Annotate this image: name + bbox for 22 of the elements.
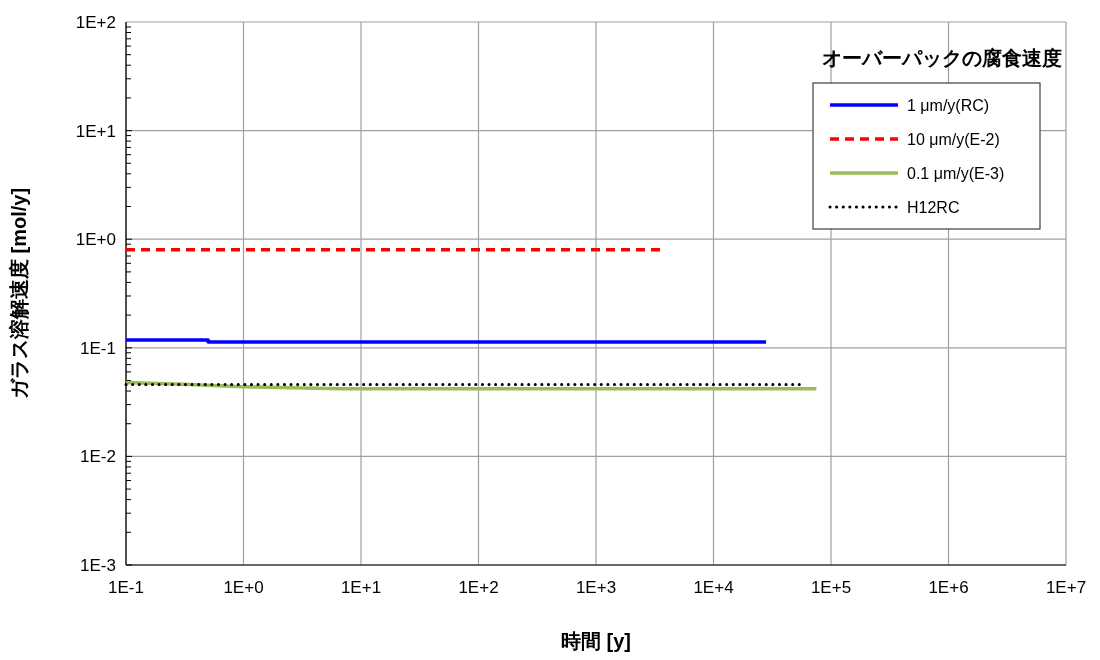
y-tick-label: 1E+2 <box>75 13 116 32</box>
legend-label: 0.1 μm/y(E-3) <box>907 165 1005 182</box>
legend-title: オーバーパックの腐食速度 <box>822 47 1062 69</box>
x-tick-label: 1E+7 <box>1045 578 1087 597</box>
y-axis-title: ガラス溶解速度 [mol/y] <box>8 187 30 400</box>
x-tick-label: 1E+1 <box>340 578 382 597</box>
y-tick-label: 1E+0 <box>75 230 116 250</box>
x-tick-label: 1E-1 <box>108 578 144 597</box>
x-tick-label: 1E+6 <box>928 578 969 597</box>
legend-label: 1 μm/y(RC) <box>907 97 990 114</box>
x-tick-label: 1E+4 <box>693 578 734 597</box>
y-tick-label: 1E-1 <box>80 338 116 358</box>
x-tick-label: 1E+0 <box>223 578 264 597</box>
x-axis-title: 時間 [y] <box>561 630 631 652</box>
x-tick-label: 1E+5 <box>810 578 852 597</box>
legend-label: 10 μm/y(E-2) <box>907 131 1000 148</box>
x-tick-label: 1E+3 <box>575 578 617 597</box>
x-tick-label: 1E+2 <box>458 578 499 597</box>
y-tick-label: 1E-3 <box>80 556 116 575</box>
y-tick-label: 1E+1 <box>75 121 116 141</box>
legend-label: H12RC <box>907 199 960 216</box>
y-tick-label: 1E-2 <box>80 447 116 467</box>
